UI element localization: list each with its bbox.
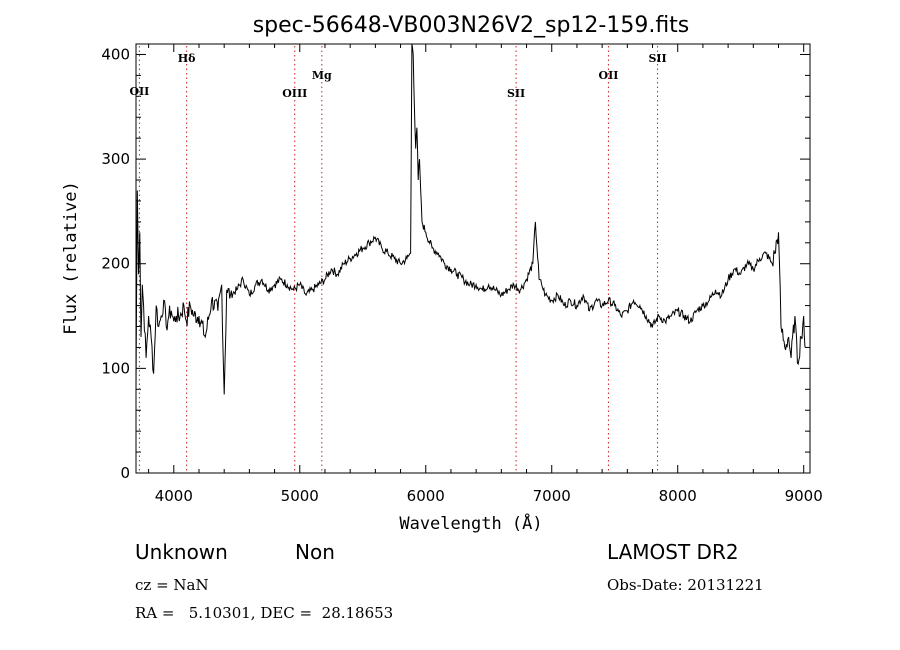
- chart-title: spec-56648-VB003N26V2_sp12-159.fits: [253, 13, 690, 38]
- object-subclass: Non: [295, 540, 335, 564]
- x-tick-label: 7000: [533, 487, 571, 505]
- y-tick-label: 400: [101, 45, 130, 63]
- spectral-line-label: OII: [129, 85, 149, 98]
- y-tick-label: 200: [101, 255, 130, 273]
- spectrum-series-line: [135, 43, 806, 395]
- y-tick-label: 0: [120, 464, 130, 482]
- x-axis-label: Wavelength (Å): [399, 512, 542, 534]
- spectral-line-label: SII: [648, 52, 666, 65]
- spectral-line-markers: OII Hδ OIII Mg SII OII SII: [129, 46, 667, 471]
- spectral-line-label: Hδ: [178, 52, 196, 65]
- spectral-line-label: SII: [507, 87, 525, 100]
- y-axis: 0 100 200 300 400: [101, 45, 810, 482]
- x-tick-label: 9000: [785, 487, 823, 505]
- object-class: Unknown: [135, 540, 228, 564]
- x-tick-label: 5000: [281, 487, 319, 505]
- spectral-line-label: OIII: [282, 87, 307, 100]
- y-axis-label: Flux (relative): [61, 181, 81, 335]
- spectral-line-label: Mg: [312, 69, 332, 82]
- y-tick-label: 100: [101, 359, 130, 377]
- obs-date: Obs-Date: 20131221: [607, 576, 764, 594]
- x-axis: 4000 5000 6000 7000 8000 9000: [148, 44, 823, 505]
- survey-name: LAMOST DR2: [607, 540, 739, 564]
- x-tick-label: 8000: [659, 487, 697, 505]
- spectral-line-label: OII: [598, 69, 618, 82]
- y-tick-label: 300: [101, 150, 130, 168]
- coordinates-text: RA = 5.10301, DEC = 28.18653: [135, 604, 394, 622]
- plot-frame: [135, 43, 811, 474]
- x-tick-label: 4000: [155, 487, 193, 505]
- redshift-text: cz = NaN: [135, 576, 209, 594]
- x-tick-label: 6000: [407, 487, 445, 505]
